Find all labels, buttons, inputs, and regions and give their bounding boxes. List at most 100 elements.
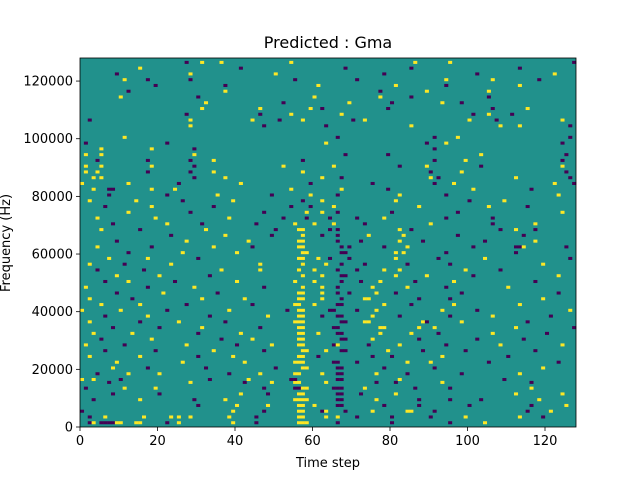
heatmap-cell	[386, 349, 391, 353]
heatmap-cell	[448, 314, 453, 318]
heatmap-cell	[490, 222, 495, 226]
heatmap-cell	[444, 251, 449, 255]
heatmap-cell	[149, 245, 154, 249]
heatmap-cell	[335, 331, 340, 335]
heatmap-cell	[300, 262, 305, 266]
heatmap-cell	[180, 199, 185, 203]
heatmap-cell	[541, 297, 546, 301]
heatmap-cell	[300, 314, 305, 318]
heatmap-cell	[145, 256, 150, 260]
heatmap-cell	[176, 415, 181, 419]
heatmap-cell	[409, 66, 414, 70]
heatmap-cell	[91, 176, 96, 180]
heatmap-cell	[297, 239, 302, 243]
heatmap-cell	[169, 233, 174, 237]
heatmap-cell	[300, 291, 305, 295]
heatmap-cell	[421, 349, 426, 353]
heatmap-cell	[114, 291, 119, 295]
heatmap-cell	[227, 216, 232, 220]
y-axis: 0 20000 40000 60000 80000 100000 120000	[23, 75, 80, 436]
heatmap-cell	[560, 164, 565, 168]
heatmap-cell	[572, 60, 577, 64]
heatmap-cell	[448, 262, 453, 266]
heatmap-cell	[126, 181, 131, 185]
heatmap-cell	[335, 233, 340, 237]
heatmap-cell	[103, 349, 108, 353]
heatmap-cell	[436, 331, 441, 335]
heatmap-cell	[320, 233, 325, 237]
heatmap-cell	[297, 320, 302, 324]
heatmap-cell	[297, 337, 302, 341]
heatmap-cell	[188, 380, 193, 384]
heatmap-cell	[370, 285, 375, 289]
heatmap-cell	[397, 239, 402, 243]
heatmap-cell	[192, 164, 197, 168]
heatmap-cell	[99, 421, 104, 425]
heatmap-cell	[297, 256, 302, 260]
heatmap-cell	[293, 303, 298, 307]
heatmap-cell	[459, 170, 464, 174]
heatmap-cell	[200, 297, 205, 301]
heatmap-cell	[165, 308, 170, 312]
heatmap-cell	[556, 291, 561, 295]
heatmap-cell	[564, 245, 569, 249]
heatmap-cell	[390, 354, 395, 358]
heatmap-cell	[382, 303, 387, 307]
heatmap-cell	[145, 285, 150, 289]
heatmap-cell	[83, 343, 88, 347]
heatmap-cell	[281, 164, 286, 168]
heatmap-cell	[514, 176, 519, 180]
heatmap-cell	[231, 354, 236, 358]
heatmap-cell	[223, 398, 228, 402]
heatmap-cell	[355, 308, 360, 312]
heatmap-cell	[297, 398, 302, 402]
heatmap-cell	[331, 360, 336, 364]
heatmap-cell	[494, 118, 499, 122]
heatmap-cell	[293, 320, 298, 324]
heatmap-cell	[312, 403, 317, 407]
heatmap-cell	[91, 421, 96, 425]
heatmap-cell	[320, 107, 325, 111]
heatmap-cell	[111, 187, 116, 191]
heatmap-cell	[138, 398, 143, 402]
heatmap-cell	[514, 228, 519, 232]
heatmap-cell	[289, 187, 294, 191]
heatmap-cell	[169, 262, 174, 266]
heatmap-cell	[262, 349, 267, 353]
heatmap-cell	[300, 354, 305, 358]
heatmap-cell	[560, 210, 565, 214]
heatmap-background	[80, 58, 576, 427]
heatmap-cell	[211, 170, 216, 174]
heatmap-cell	[157, 392, 162, 396]
heatmap-cell	[297, 360, 302, 364]
heatmap-cell	[444, 216, 449, 220]
heatmap-cell	[347, 291, 352, 295]
heatmap-cell	[339, 297, 344, 301]
heatmap-cell	[300, 233, 305, 237]
x-tick-label: 20	[149, 434, 166, 449]
heatmap-cell	[238, 66, 243, 70]
heatmap-cell	[91, 187, 96, 191]
heatmap-cell	[196, 331, 201, 335]
heatmap-cell	[335, 135, 340, 139]
heatmap-cell	[359, 239, 364, 243]
heatmap-cell	[80, 181, 85, 185]
heatmap-cell	[339, 176, 344, 180]
heatmap-cell	[223, 233, 228, 237]
heatmap-cell	[300, 199, 305, 203]
heatmap-cell	[328, 308, 333, 312]
y-tick-label: 60000	[32, 248, 73, 263]
heatmap-cell	[165, 421, 170, 425]
heatmap-cell	[335, 360, 340, 364]
heatmap-cell	[409, 331, 414, 335]
heatmap-cell	[417, 403, 422, 407]
heatmap-cell	[258, 112, 263, 116]
heatmap-cell	[382, 366, 387, 370]
heatmap-cell	[99, 228, 104, 232]
heatmap-cell	[227, 308, 232, 312]
heatmap-cell	[223, 89, 228, 93]
heatmap-cell	[529, 403, 534, 407]
heatmap-cell	[335, 193, 340, 197]
heatmap-cell	[114, 72, 119, 76]
x-tick-label: 120	[533, 434, 558, 449]
